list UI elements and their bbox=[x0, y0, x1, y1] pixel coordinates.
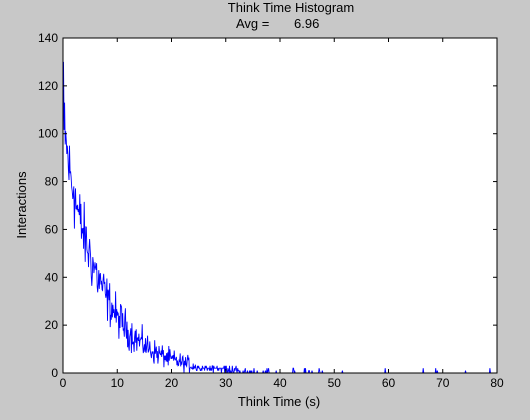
x-tick-label: 60 bbox=[382, 376, 396, 390]
y-tick-label: 40 bbox=[45, 270, 59, 284]
x-tick-label: 10 bbox=[111, 376, 125, 390]
x-tick-label: 40 bbox=[273, 376, 287, 390]
axes-layer: 0 10 20 30 40 50 60 70 80 0 20 40 60 80 100 120 140 bbox=[38, 31, 504, 390]
y-tick-label: 80 bbox=[45, 175, 59, 189]
x-axis-label: Think Time (s) bbox=[238, 394, 320, 409]
average-value: 6.96 bbox=[294, 16, 319, 31]
y-axis-label: Interactions bbox=[14, 171, 29, 239]
y-tick-label: 20 bbox=[45, 318, 59, 332]
x-tick-label: 50 bbox=[328, 376, 342, 390]
y-tick-label: 60 bbox=[45, 222, 59, 236]
chart-title: Think Time Histogram bbox=[228, 0, 354, 15]
y-tick-label: 0 bbox=[51, 366, 58, 380]
y-tick-label: 120 bbox=[38, 79, 58, 93]
y-tick-label: 140 bbox=[38, 31, 58, 45]
y-tick-label: 100 bbox=[38, 127, 58, 141]
average-label: Avg = bbox=[236, 16, 269, 31]
x-tick-label: 80 bbox=[490, 376, 504, 390]
x-tick-label: 30 bbox=[219, 376, 233, 390]
x-tick-label: 20 bbox=[165, 376, 179, 390]
x-tick-label: 70 bbox=[436, 376, 450, 390]
x-tick-label: 0 bbox=[60, 376, 67, 390]
plot-area bbox=[63, 38, 497, 373]
